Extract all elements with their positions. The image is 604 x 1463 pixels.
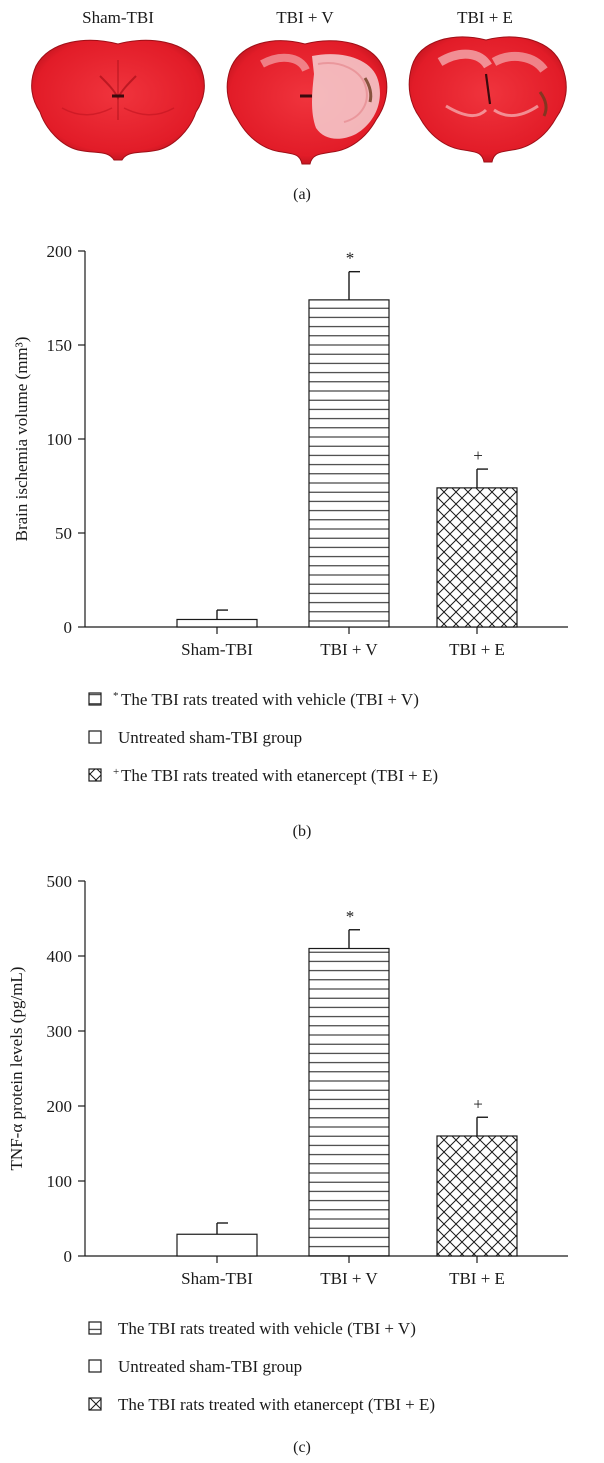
legend-mark: * [113,690,119,702]
brain-slice-tbi-v [226,40,388,165]
legend-item: The TBI rats treated with vehicle (TBI +… [88,1319,416,1338]
x-tick-label: TBI + V [320,1269,378,1288]
slice-label-sham: Sham-TBI [82,8,154,27]
legend-item: * The TBI rats treated with vehicle (TBI … [88,690,419,709]
legend-c: The TBI rats treated with vehicle (TBI +… [88,1319,435,1414]
legend-swatch [88,1397,102,1411]
y-tick-label: 0 [64,1247,73,1266]
significance-mark: + [473,1094,483,1113]
legend-item: + The TBI rats treated with etanercept (T… [88,766,438,785]
legend-mark: + [113,766,119,778]
legend-swatch [88,730,102,744]
legend-text: The TBI rats treated with etanercept (TB… [121,766,438,785]
bar-2 [436,487,518,628]
bar-1 [308,299,390,628]
significance-mark: + [473,446,483,465]
significance-mark: * [346,249,355,268]
legend-text: The TBI rats treated with etanercept (TB… [118,1395,435,1414]
y-axis-label: TNF-α protein levels (pg/mL) [7,967,26,1171]
legend-text: Untreated sham-TBI group [118,1357,302,1376]
y-tick-label: 200 [47,242,73,261]
y-tick-label: 100 [47,430,73,449]
brain-slice-sham [31,39,205,161]
legend-text: Untreated sham-TBI group [118,728,302,747]
x-tick-label: TBI + E [449,640,505,659]
x-tick-label: Sham-TBI [181,1269,253,1288]
y-tick-label: 50 [55,524,72,543]
bar-0 [176,1233,258,1257]
bar-2 [436,1135,518,1257]
slice-label-tbi-e: TBI + E [457,8,513,27]
legend-swatch [88,1359,102,1373]
bar-0 [176,618,258,628]
y-tick-label: 0 [64,618,73,637]
x-tick-label: TBI + E [449,1269,505,1288]
significance-mark: * [346,907,355,926]
y-tick-label: 400 [47,947,73,966]
legend-item: Untreated sham-TBI group [88,728,302,747]
panel-a-label: (a) [293,186,311,203]
y-tick-label: 500 [47,872,73,891]
legend-swatch [88,1321,102,1335]
panel-c-label: (c) [293,1439,311,1456]
panel-a: Sham-TBI TBI + V TBI + E [31,8,567,203]
chart-b: 0 50 100 150 200 Brain ischemia volume (mm³) S… [12,242,568,659]
legend-item: The TBI rats treated with etanercept (TB… [88,1395,435,1414]
legend-text: The TBI rats treated with vehicle (TBI +… [121,690,419,709]
bar-1 [308,947,390,1257]
x-tick-label: Sham-TBI [181,640,253,659]
y-tick-label: 200 [47,1097,73,1116]
x-tick-label: TBI + V [320,640,378,659]
panel-b-label: (b) [293,823,312,840]
legend-swatch [88,692,102,706]
slice-label-tbi-v: TBI + V [276,8,334,27]
y-tick-label: 300 [47,1022,73,1041]
brain-slice-tbi-e [408,36,567,163]
y-tick-label: 150 [47,336,73,355]
legend-b: * The TBI rats treated with vehicle (TBI … [88,690,438,785]
legend-swatch [88,768,102,782]
legend-item: Untreated sham-TBI group [88,1357,302,1376]
y-tick-label: 100 [47,1172,73,1191]
legend-text: The TBI rats treated with vehicle (TBI +… [118,1319,416,1338]
chart-c: 0 100 200 300 400 500 TNF-α protein levels (pg… [7,872,568,1288]
y-axis-label: Brain ischemia volume (mm³) [12,337,31,542]
